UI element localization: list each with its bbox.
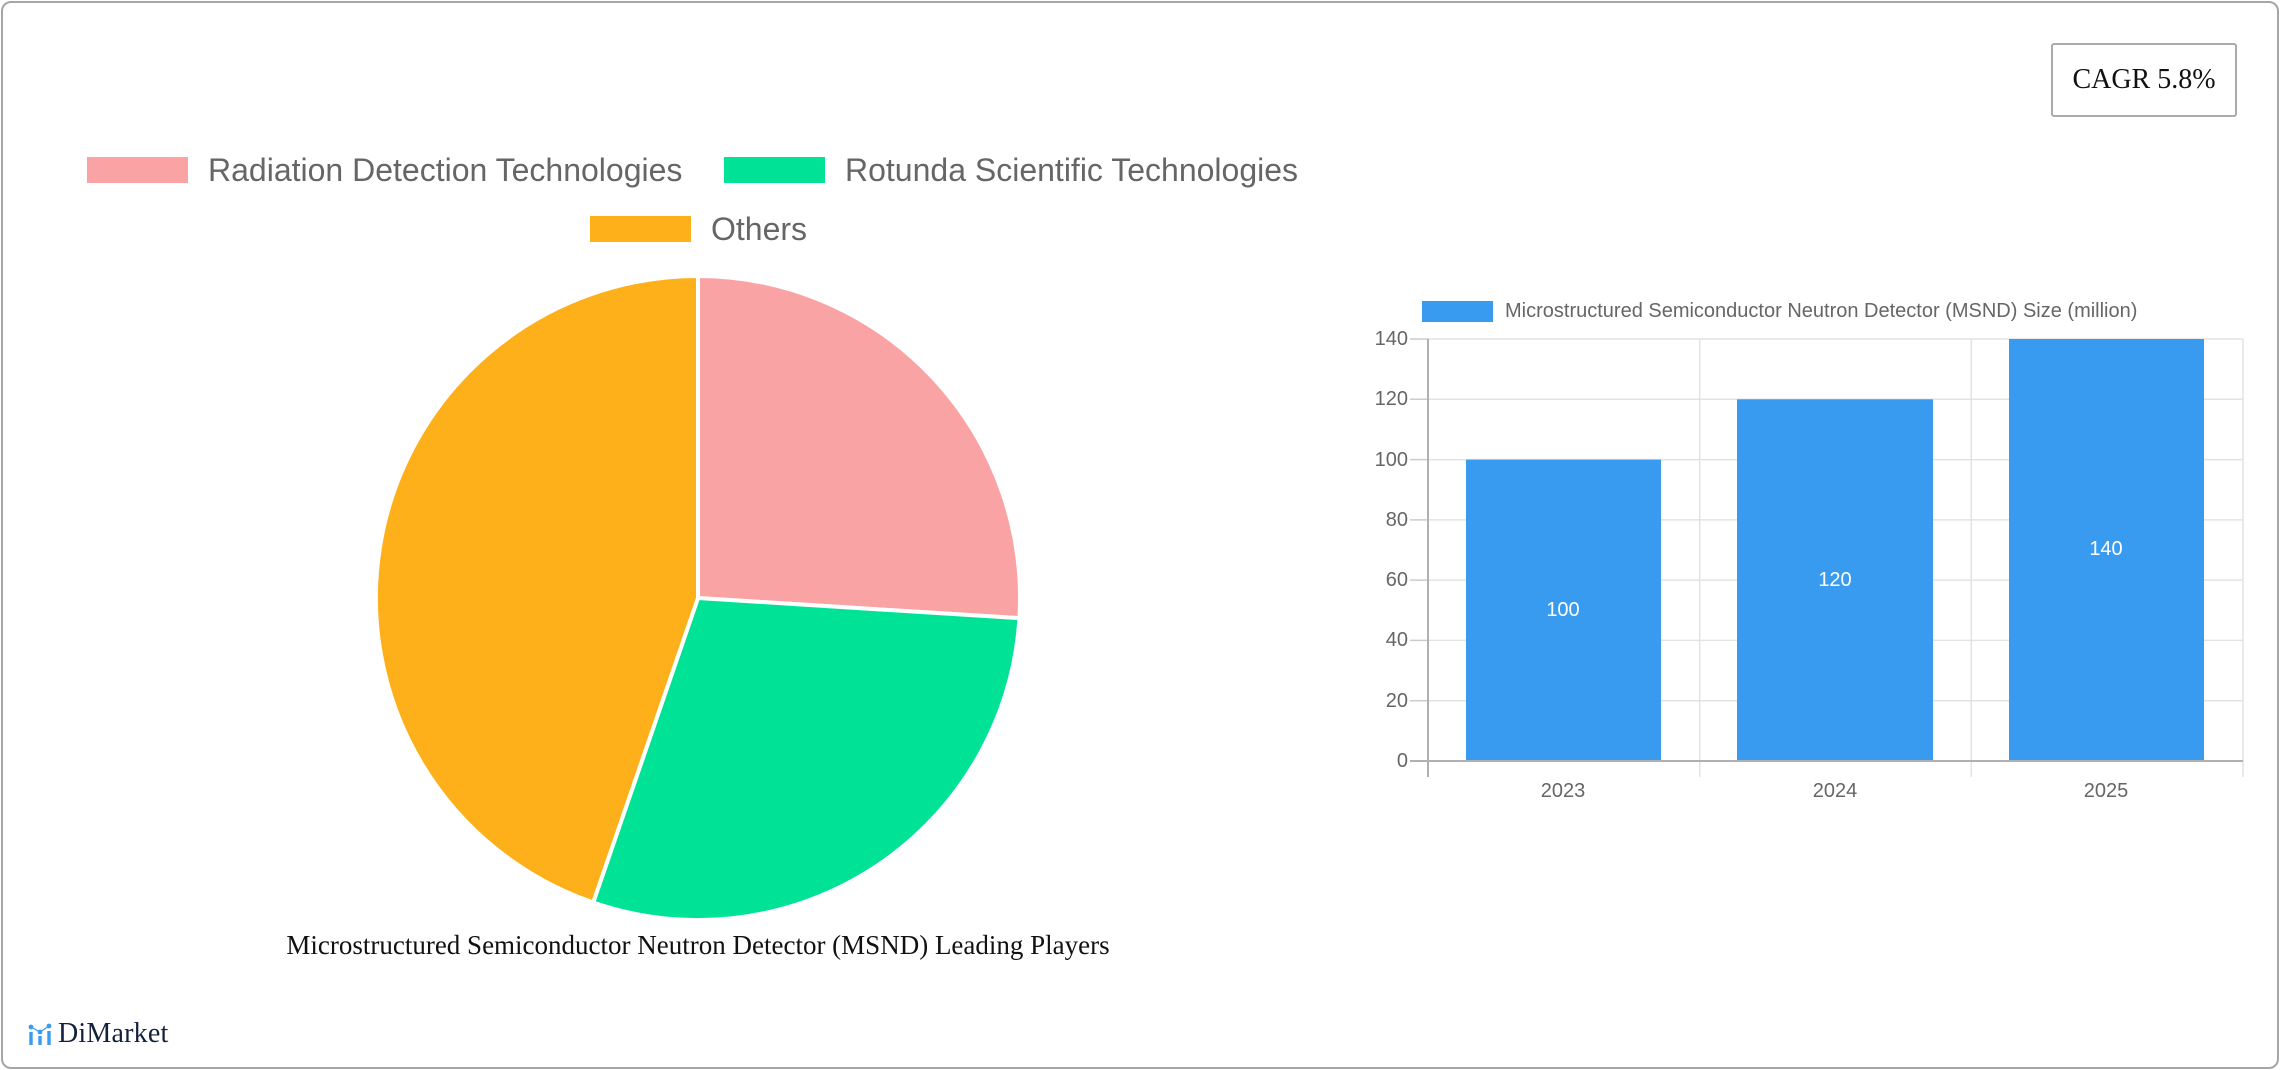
bar-2024[interactable] — [1737, 399, 1933, 761]
bar-2025[interactable] — [2009, 339, 2204, 761]
legend-label: Others — [711, 211, 808, 247]
legend-item-radiation-detection[interactable]: Radiation Detection Technologies — [87, 152, 683, 188]
y-tick-label: 20 — [1385, 690, 1408, 712]
legend-swatch-orange — [590, 216, 691, 242]
bar-value-label: 120 — [1818, 569, 1852, 591]
pie-caption: Microstructured Semiconductor Neutron De… — [286, 930, 1110, 960]
legend-label: Radiation Detection Technologies — [208, 152, 683, 188]
legend-item-rotunda-scientific[interactable]: Rotunda Scientific Technologies — [724, 152, 1299, 188]
y-tick-label: 100 — [1374, 449, 1408, 471]
y-axis-ticks — [1410, 338, 1428, 762]
y-tick-label: 140 — [1374, 328, 1408, 350]
legend-swatch-pink — [87, 157, 188, 183]
dimarket-logo[interactable]: DiMarket — [28, 1018, 168, 1050]
bar-value-label: 100 — [1546, 599, 1580, 621]
x-tick-label: 2025 — [2083, 780, 2129, 802]
logo-text: DiMarket — [58, 1018, 169, 1049]
bar-value-label: 140 — [2089, 538, 2123, 560]
pie-slice-others[interactable] — [373, 274, 700, 905]
y-tick-label: 0 — [1396, 750, 1408, 772]
bar-2023[interactable] — [1466, 459, 1661, 761]
pie-slice-rotunda-scientific[interactable] — [591, 596, 1022, 923]
pie-chart — [373, 274, 1022, 923]
y-tick-label: 60 — [1385, 569, 1408, 591]
bar-chart — [1410, 338, 2244, 777]
bar-legend-item[interactable]: Microstructured Semiconductor Neutron De… — [1422, 300, 2137, 323]
x-tick-label: 2024 — [1812, 780, 1858, 802]
y-tick-label: 120 — [1374, 388, 1408, 410]
legend-item-others[interactable]: Others — [590, 211, 808, 247]
legend-swatch-green — [724, 157, 825, 183]
vertical-gridlines — [1698, 339, 2244, 777]
legend-label: Microstructured Semiconductor Neutron De… — [1505, 300, 2138, 322]
bar-chart-logo-icon — [28, 1023, 52, 1045]
legend-label: Rotunda Scientific Technologies — [845, 152, 1299, 188]
cagr-label: CAGR 5.8% — [2072, 64, 2216, 95]
cagr-badge: CAGR 5.8% — [2051, 43, 2237, 117]
x-tick-label: 2023 — [1540, 780, 1586, 802]
y-tick-label: 80 — [1385, 509, 1408, 531]
y-tick-label: 40 — [1385, 629, 1408, 651]
pie-slice-radiation-detection[interactable] — [696, 274, 1022, 621]
legend-swatch-blue — [1422, 301, 1493, 322]
